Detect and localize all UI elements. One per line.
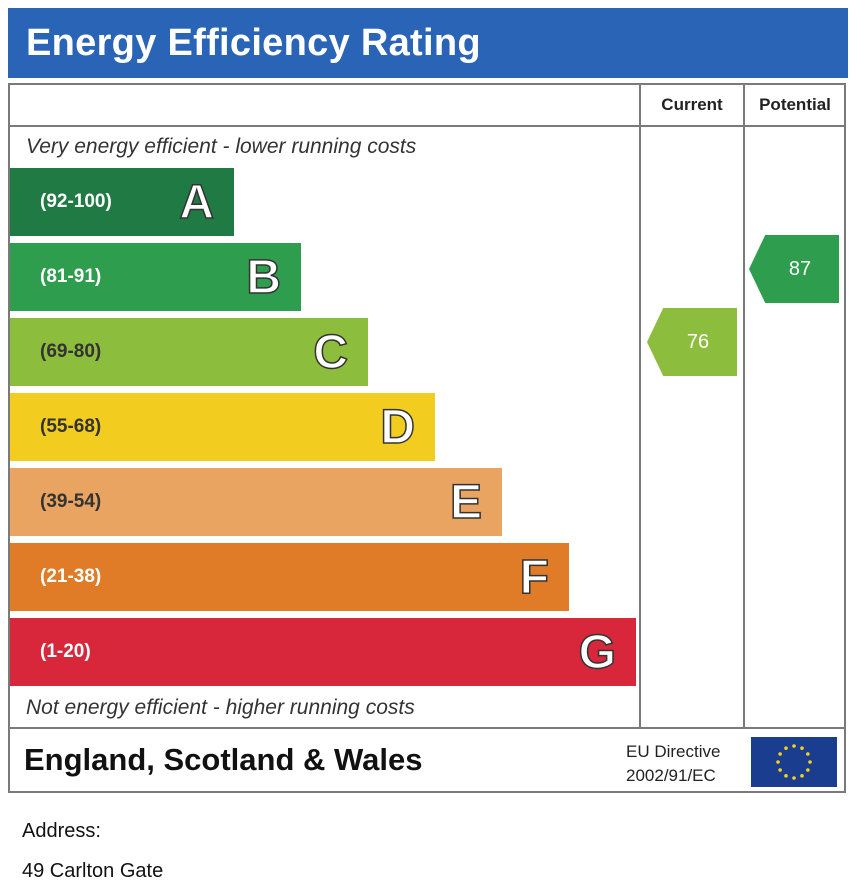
header-divider xyxy=(8,125,846,127)
band-letter: B xyxy=(246,250,282,305)
band-letter: F xyxy=(519,550,550,605)
band-range-label: (69-80) xyxy=(40,341,102,362)
band-range-label: (92-100) xyxy=(40,191,112,212)
eu-star xyxy=(806,768,810,772)
eu-star xyxy=(808,760,812,764)
band-f: (21-38) F xyxy=(10,543,569,611)
band-letter: G xyxy=(578,625,617,680)
current-rating-value: 76 xyxy=(686,330,710,353)
potential-column-header: Potential xyxy=(759,95,831,114)
band-range-label: (1-20) xyxy=(40,641,91,662)
potential-rating-arrow: 87 xyxy=(749,235,839,303)
band-range-label: (39-54) xyxy=(40,491,102,512)
eu-star xyxy=(800,746,804,750)
band-letter: D xyxy=(380,400,416,455)
top-note: Very energy efficient - lower running co… xyxy=(26,135,417,158)
eu-star xyxy=(778,768,782,772)
potential-rating-value: 87 xyxy=(788,257,812,280)
current-rating-arrow: 76 xyxy=(647,308,737,376)
eu-star xyxy=(800,774,804,778)
band-letter: A xyxy=(179,175,215,230)
band-b: (81-91) B xyxy=(10,243,301,311)
eu-star xyxy=(806,752,810,756)
eu-directive: EU Directive 2002/91/EC xyxy=(626,740,720,788)
chart-frame xyxy=(8,83,846,793)
band-range-label: (21-38) xyxy=(40,566,102,587)
bottom-note: Not energy efficient - higher running co… xyxy=(26,696,415,719)
band-e: (39-54) E xyxy=(10,468,502,536)
band-a: (92-100) A xyxy=(10,168,234,236)
band-letter: C xyxy=(313,325,349,380)
address-value: 49 Carlton Gate xyxy=(22,860,164,882)
band-letter: E xyxy=(449,475,483,530)
directive-line-1: EU Directive xyxy=(626,742,721,761)
chart-title: Energy Efficiency Rating xyxy=(26,21,481,64)
band-c: (69-80) C xyxy=(10,318,368,386)
address-label: Address: xyxy=(22,820,101,842)
footer-divider xyxy=(8,727,846,729)
eu-flag-icon xyxy=(751,737,837,787)
band-d: (55-68) D xyxy=(10,393,435,461)
region-label: England, Scotland & Wales xyxy=(24,742,423,777)
title-bar: Energy Efficiency Rating xyxy=(8,8,848,78)
eu-star xyxy=(792,744,796,748)
potential-column-divider xyxy=(743,83,745,729)
eu-star xyxy=(784,746,788,750)
band-g: (1-20) G xyxy=(10,618,636,686)
current-column-header: Current xyxy=(661,95,723,114)
directive-line-2: 2002/91/EC xyxy=(626,766,716,785)
eu-star xyxy=(792,776,796,780)
band-range-label: (55-68) xyxy=(40,416,102,437)
band-range-label: (81-91) xyxy=(40,266,102,287)
eu-star xyxy=(776,760,780,764)
eu-star xyxy=(778,752,782,756)
current-column-divider xyxy=(639,83,641,729)
eu-star xyxy=(784,774,788,778)
